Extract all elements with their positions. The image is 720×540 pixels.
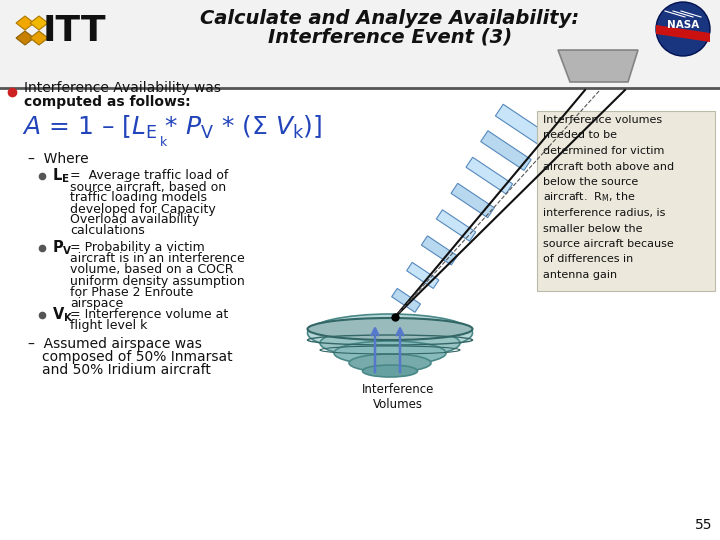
Polygon shape bbox=[656, 25, 710, 42]
Text: flight level k: flight level k bbox=[70, 320, 148, 333]
Text: source aircraft because: source aircraft because bbox=[543, 239, 674, 249]
Ellipse shape bbox=[307, 314, 472, 352]
Text: determined for victim: determined for victim bbox=[543, 146, 665, 156]
Text: =  Average traffic load of: = Average traffic load of bbox=[70, 170, 228, 183]
Text: = Probability a victim: = Probability a victim bbox=[70, 241, 204, 254]
Text: Interference Event (3): Interference Event (3) bbox=[268, 28, 512, 46]
Text: NASA: NASA bbox=[667, 20, 699, 30]
Text: Overload availability: Overload availability bbox=[70, 213, 199, 226]
Polygon shape bbox=[436, 210, 476, 241]
Text: smaller below the: smaller below the bbox=[543, 224, 642, 233]
Ellipse shape bbox=[320, 328, 460, 358]
Polygon shape bbox=[30, 16, 48, 30]
Polygon shape bbox=[407, 262, 438, 288]
Polygon shape bbox=[451, 183, 495, 218]
Text: Interference Availability was: Interference Availability was bbox=[24, 81, 221, 95]
Text: $\mathbf{V}_{\mathbf{K}}$: $\mathbf{V}_{\mathbf{K}}$ bbox=[52, 306, 73, 325]
Polygon shape bbox=[495, 104, 550, 147]
Text: and 50% Iridium aircraft: and 50% Iridium aircraft bbox=[42, 363, 211, 377]
Text: airspace: airspace bbox=[70, 296, 123, 309]
Ellipse shape bbox=[334, 341, 446, 365]
Text: antenna gain: antenna gain bbox=[543, 270, 617, 280]
Text: 55: 55 bbox=[695, 518, 712, 532]
Text: –  Where: – Where bbox=[28, 152, 89, 166]
Text: aircraft.  R$_{\rm{M}}$, the: aircraft. R$_{\rm{M}}$, the bbox=[543, 191, 636, 205]
Ellipse shape bbox=[307, 318, 472, 340]
Text: k: k bbox=[160, 136, 167, 148]
Bar bbox=[0, 0, 720, 88]
Text: calculations: calculations bbox=[70, 225, 145, 238]
Bar bbox=[0, 88, 720, 540]
Text: below the source: below the source bbox=[543, 177, 638, 187]
Text: uniform density assumption: uniform density assumption bbox=[70, 274, 245, 287]
Polygon shape bbox=[392, 288, 420, 312]
Polygon shape bbox=[466, 157, 513, 194]
Text: ITT: ITT bbox=[42, 14, 106, 48]
Text: Calculate and Analyze Availability:: Calculate and Analyze Availability: bbox=[200, 10, 580, 29]
Text: volume, based on a COCR: volume, based on a COCR bbox=[70, 264, 233, 276]
Text: needed to be: needed to be bbox=[543, 131, 617, 140]
Polygon shape bbox=[558, 50, 638, 82]
Text: computed as follows:: computed as follows: bbox=[24, 95, 191, 109]
Text: composed of 50% Inmarsat: composed of 50% Inmarsat bbox=[42, 350, 233, 364]
Polygon shape bbox=[30, 31, 48, 45]
Text: –  Assumed airspace was: – Assumed airspace was bbox=[28, 337, 202, 351]
FancyBboxPatch shape bbox=[537, 111, 715, 291]
Text: = Interference volume at: = Interference volume at bbox=[70, 308, 228, 321]
Text: $\it{A}$ = 1 – [$\it{L}_{\rm{E}}$ * $\it{P}_{\rm{V}}$ * ($\Sigma$ $\it{V}_{\rm{k: $\it{A}$ = 1 – [$\it{L}_{\rm{E}}$ * $\it… bbox=[22, 113, 323, 140]
Text: of differences in: of differences in bbox=[543, 254, 634, 265]
Text: $\mathbf{P}_{\mathbf{V}}$: $\mathbf{P}_{\mathbf{V}}$ bbox=[52, 239, 73, 258]
Text: for Phase 2 Enroute: for Phase 2 Enroute bbox=[70, 286, 193, 299]
Text: traffic loading models: traffic loading models bbox=[70, 192, 207, 205]
Text: Interference
Volumes: Interference Volumes bbox=[362, 383, 434, 411]
Circle shape bbox=[656, 2, 710, 56]
Text: aircraft both above and: aircraft both above and bbox=[543, 161, 674, 172]
Ellipse shape bbox=[362, 365, 418, 377]
Text: source aircraft, based on: source aircraft, based on bbox=[70, 180, 226, 193]
Polygon shape bbox=[421, 236, 457, 265]
Text: Interference volumes: Interference volumes bbox=[543, 115, 662, 125]
Text: developed for Capacity: developed for Capacity bbox=[70, 202, 216, 215]
Polygon shape bbox=[481, 131, 531, 171]
Polygon shape bbox=[16, 31, 34, 45]
Text: aircraft is in an interference: aircraft is in an interference bbox=[70, 253, 245, 266]
Text: interference radius, is: interference radius, is bbox=[543, 208, 665, 218]
Polygon shape bbox=[16, 16, 34, 30]
Text: $\mathbf{L}_{\mathbf{E}}$: $\mathbf{L}_{\mathbf{E}}$ bbox=[52, 167, 70, 185]
Ellipse shape bbox=[349, 354, 431, 372]
